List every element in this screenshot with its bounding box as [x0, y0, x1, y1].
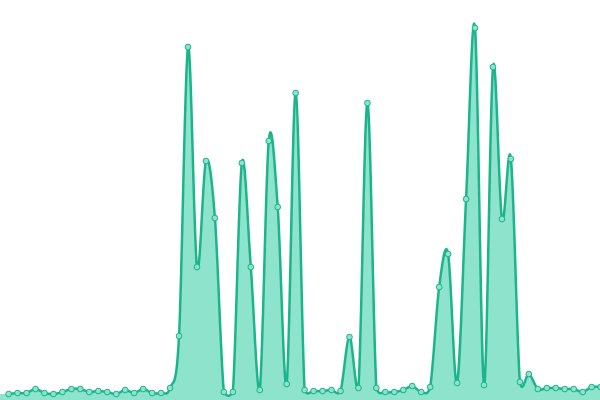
point [148, 389, 156, 397]
point [157, 389, 165, 397]
point [193, 263, 201, 271]
point [588, 383, 595, 391]
point [525, 370, 533, 378]
point [247, 263, 255, 271]
point [373, 384, 380, 392]
point [5, 390, 12, 398]
point [68, 385, 75, 393]
point [14, 389, 21, 397]
point [256, 386, 264, 394]
point [112, 390, 120, 398]
point [184, 43, 192, 51]
point [337, 387, 344, 395]
point [265, 137, 273, 145]
point [175, 332, 183, 340]
point [364, 99, 371, 107]
point [301, 386, 308, 394]
point [561, 385, 569, 393]
point [50, 390, 57, 398]
point [417, 388, 425, 396]
point [426, 383, 434, 391]
point [77, 385, 84, 393]
point [471, 24, 479, 32]
point [382, 388, 389, 396]
point [86, 388, 93, 396]
point [462, 195, 470, 203]
point [220, 388, 228, 396]
point [552, 384, 560, 392]
point [408, 382, 416, 390]
point [507, 155, 515, 163]
point [346, 333, 353, 341]
point [283, 380, 290, 388]
point [444, 250, 452, 258]
point [489, 63, 497, 71]
point [274, 203, 282, 211]
point [570, 385, 578, 393]
point [59, 388, 66, 396]
point [328, 386, 335, 394]
point [516, 378, 524, 386]
point [292, 89, 299, 97]
point [355, 384, 362, 392]
point [579, 388, 586, 396]
point [166, 384, 174, 392]
point [453, 379, 461, 387]
point [211, 214, 219, 222]
area-fill [0, 24, 600, 400]
point [597, 383, 600, 391]
point [435, 283, 443, 291]
point [121, 386, 129, 394]
point [41, 389, 48, 397]
point [480, 381, 488, 389]
point [498, 215, 506, 223]
point [23, 389, 30, 397]
point [543, 384, 551, 392]
point [399, 386, 407, 394]
point [534, 385, 542, 393]
point [130, 389, 138, 397]
point [103, 388, 111, 396]
point [391, 388, 398, 396]
point [238, 159, 246, 167]
point [95, 387, 102, 395]
point [202, 157, 210, 165]
point [229, 388, 237, 396]
point [310, 387, 317, 395]
point [319, 387, 326, 395]
point [32, 385, 39, 393]
point [139, 385, 147, 393]
